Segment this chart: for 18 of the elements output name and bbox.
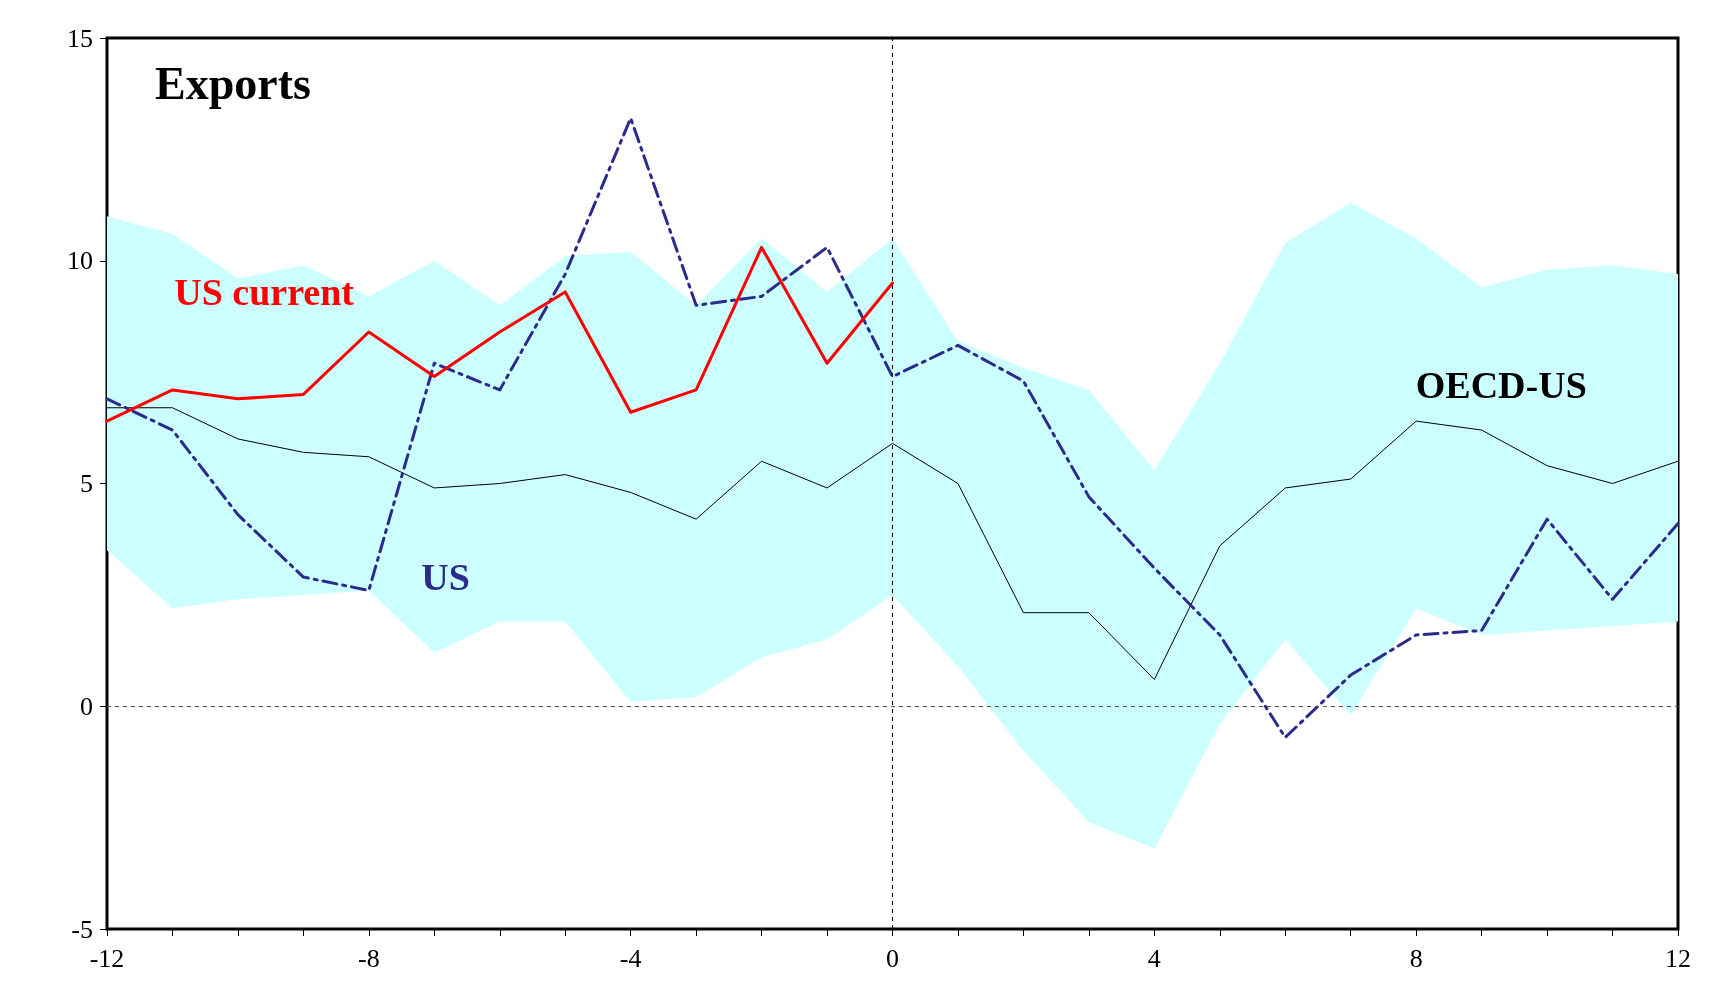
chart-title: Exports (155, 57, 311, 109)
x-tick-label: -8 (358, 943, 380, 973)
x-tick-label: -12 (89, 943, 125, 973)
line-series (105, 116, 1680, 739)
series-label: US current (174, 270, 355, 313)
y-tick-label: 5 (80, 469, 93, 498)
y-tick-label: -5 (71, 914, 93, 944)
y-tick-label: 10 (67, 246, 93, 276)
x-tick-label: -4 (619, 943, 642, 973)
x-tick-label: 4 (1147, 943, 1161, 973)
series-label: OECD-US (1415, 364, 1587, 407)
series-label: US (421, 556, 470, 599)
y-tick-label: 15 (67, 23, 93, 53)
x-tick-label: 8 (1409, 943, 1423, 973)
line-series (105, 245, 894, 423)
x-tick-label: 0 (886, 943, 899, 973)
y-tick-label: 0 (80, 691, 93, 721)
x-tick-label: 12 (1665, 943, 1691, 973)
